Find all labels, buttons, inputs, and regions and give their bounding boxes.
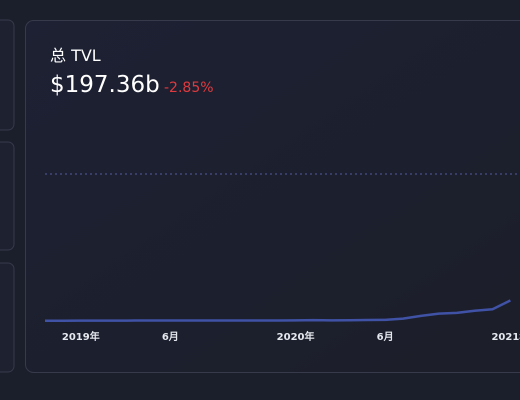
side-card	[0, 141, 15, 251]
side-card	[0, 262, 15, 373]
x-tick-label: 2021年	[491, 330, 520, 343]
side-card	[0, 19, 15, 131]
x-tick-label: 2019年	[62, 330, 100, 343]
x-tick-label: 2020年	[277, 330, 315, 343]
chart-card	[25, 20, 520, 373]
plot: 2019年 6月 2020年 6月 2021年	[45, 299, 520, 343]
change: -2.85%	[164, 80, 214, 96]
x-tick-label: 6月	[377, 331, 394, 343]
tvl-line	[45, 299, 511, 322]
x-tick-label: 6月	[162, 331, 179, 343]
total-value: $197.36b	[50, 72, 160, 98]
chart-title: 总 TVL	[50, 46, 101, 65]
